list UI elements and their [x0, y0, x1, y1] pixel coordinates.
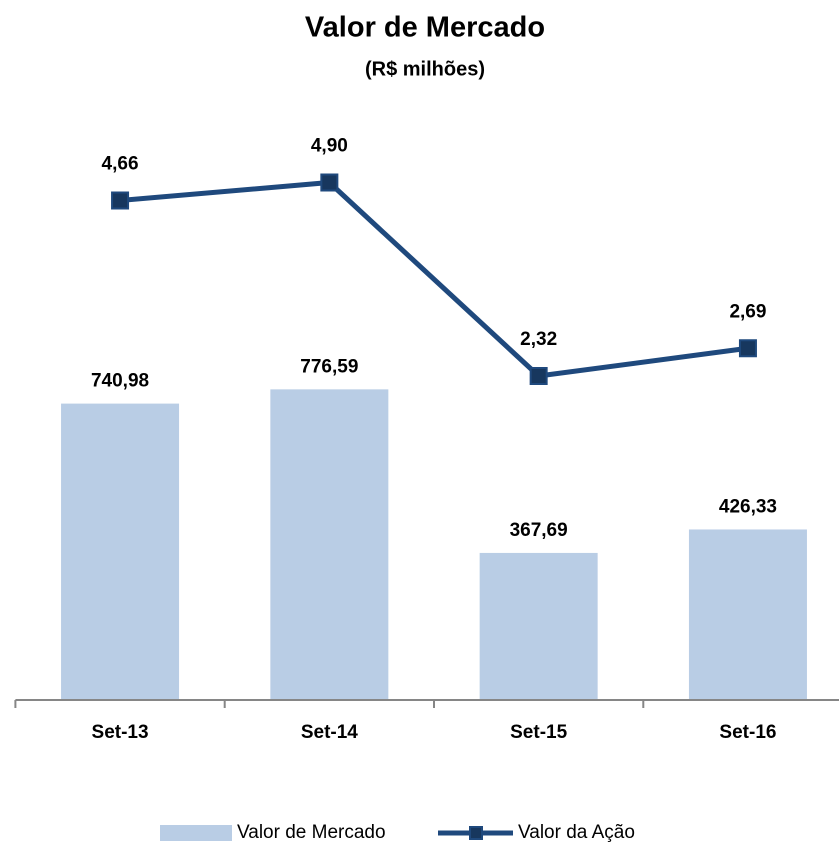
bar [479, 552, 598, 700]
legend-swatch [160, 825, 232, 841]
marker [529, 367, 548, 385]
legend-label: Valor de Mercado [237, 822, 386, 843]
bar [61, 403, 180, 700]
chart-subtitle: (R$ milhões) [365, 58, 485, 80]
data-label: 2,69 [729, 301, 766, 322]
bar [270, 389, 389, 700]
data-label: 4,66 [102, 154, 139, 175]
x-tick-label: Set-14 [301, 722, 358, 743]
chart-title: Valor de Mercado [305, 12, 545, 44]
data-label: 367,69 [510, 520, 568, 541]
data-label: 426,33 [719, 496, 777, 517]
marker [738, 339, 757, 358]
marker [320, 173, 339, 192]
line [119, 179, 749, 379]
legend-label: Valor da Ação [518, 822, 635, 843]
data-label: 4,90 [311, 136, 348, 157]
data-label: 740,98 [91, 371, 149, 392]
x-tick-label: Set-15 [510, 722, 567, 743]
x-tick-label: Set-16 [719, 722, 776, 743]
bar [688, 529, 807, 700]
marker [111, 191, 130, 210]
data-label: 2,32 [520, 329, 557, 350]
data-label: 776,59 [300, 356, 358, 377]
x-tick-label: Set-13 [92, 722, 149, 743]
legend-marker [469, 826, 483, 840]
